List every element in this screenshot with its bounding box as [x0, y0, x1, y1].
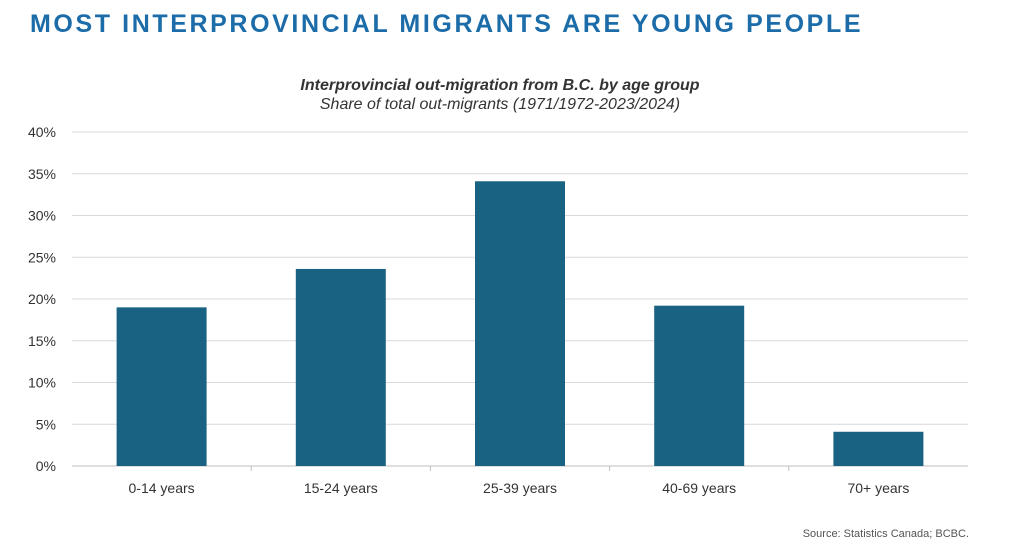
y-tick-label: 5%: [36, 416, 56, 432]
y-tick-label: 25%: [28, 249, 56, 265]
y-tick-label: 10%: [28, 375, 56, 391]
x-tick-label: 70+ years: [847, 480, 909, 496]
bar-25-39-years: [475, 181, 565, 466]
y-tick-label: 15%: [28, 333, 56, 349]
bar-70-years: [833, 431, 924, 466]
source-note: Source: Statistics Canada; BCBC.: [802, 528, 969, 540]
bar-40-69-years: [654, 305, 745, 466]
x-tick-label: 15-24 years: [304, 480, 378, 496]
y-tick-label: 40%: [28, 124, 56, 140]
page-heading: MOST INTERPROVINCIAL MIGRANTS ARE YOUNG …: [30, 10, 864, 38]
x-tick-label: 25-39 years: [483, 480, 557, 496]
y-tick-label: 30%: [28, 208, 56, 224]
chart-subtitle: Share of total out-migrants (1971/1972-2…: [320, 96, 680, 113]
chart-title: Interprovincial out-migration from B.C. …: [300, 77, 699, 94]
x-tick-label: 0-14 years: [129, 480, 195, 496]
x-tick-label: 40-69 years: [662, 480, 736, 496]
bar-15-24-years: [295, 268, 386, 466]
bar-0-14-years: [116, 307, 207, 466]
y-tick-label: 0%: [36, 458, 56, 474]
y-tick-label: 20%: [28, 291, 56, 307]
y-tick-label: 35%: [28, 166, 56, 182]
